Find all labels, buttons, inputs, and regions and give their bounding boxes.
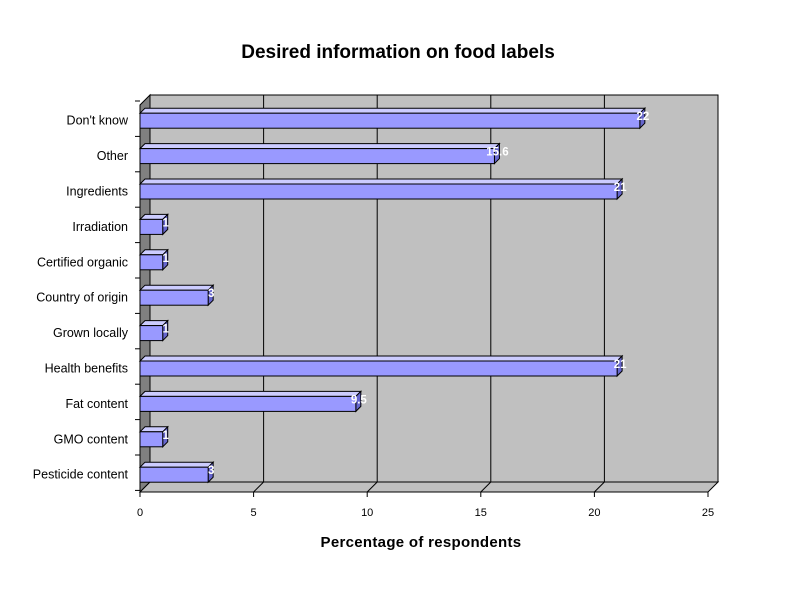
gridline-floor (594, 481, 605, 493)
plot-floor (138, 481, 720, 493)
bar (139, 466, 209, 483)
bar-value-label: 9.5 (351, 394, 368, 406)
chart-title: Desired information on food labels (241, 42, 555, 63)
bar-top (138, 284, 215, 291)
bar-top (138, 390, 363, 397)
x-tick-label: 25 (702, 507, 714, 519)
category-label: Don't know (67, 114, 129, 128)
bar-value-label: 22 (636, 111, 649, 123)
bar-value-label: 3 (208, 288, 214, 300)
category-label: Certified organic (37, 255, 128, 269)
bar (139, 218, 164, 235)
bar-value-label: 21 (614, 359, 627, 371)
x-tick-label: 0 (137, 507, 143, 519)
bar (139, 431, 164, 448)
category-label: Pesticide content (33, 468, 129, 482)
gridline-floor (480, 481, 492, 493)
bar (139, 112, 641, 129)
bar (139, 325, 164, 342)
bar (139, 254, 164, 271)
bar (139, 183, 618, 200)
bar-top (138, 143, 501, 150)
x-tick-label: 15 (475, 507, 487, 519)
category-label: GMO content (54, 432, 129, 446)
x-tick-label: 20 (588, 507, 600, 519)
gridline-floor (253, 481, 264, 493)
bar-value-label: 1 (163, 217, 170, 229)
bar-value-label: 1 (163, 430, 170, 442)
bar (139, 395, 357, 412)
x-tick-label: 10 (361, 507, 373, 519)
category-label: Country of origin (36, 291, 128, 305)
bar-value-label: 3 (208, 465, 214, 477)
category-label: Ingredients (66, 185, 128, 199)
category-label: Irradiation (72, 220, 128, 234)
bar-value-label: 15.6 (486, 147, 508, 159)
bar-value-label: 1 (163, 324, 170, 336)
category-label: Fat content (65, 397, 128, 411)
bar-value-label: 21 (614, 182, 627, 194)
bar (139, 289, 209, 306)
bar-top (138, 355, 624, 362)
x-tick-label: 5 (251, 507, 257, 519)
bar-top (138, 107, 647, 114)
x-axis-title: Percentage of respondents (320, 534, 522, 551)
category-label: Other (97, 149, 128, 163)
bar (139, 148, 495, 165)
gridline-floor (366, 481, 378, 493)
bar (139, 360, 618, 377)
bar-top (138, 178, 624, 185)
bar-top (138, 461, 215, 468)
bar-value-label: 1 (163, 253, 170, 265)
category-label: Grown locally (53, 326, 129, 340)
category-label: Health benefits (45, 362, 128, 376)
